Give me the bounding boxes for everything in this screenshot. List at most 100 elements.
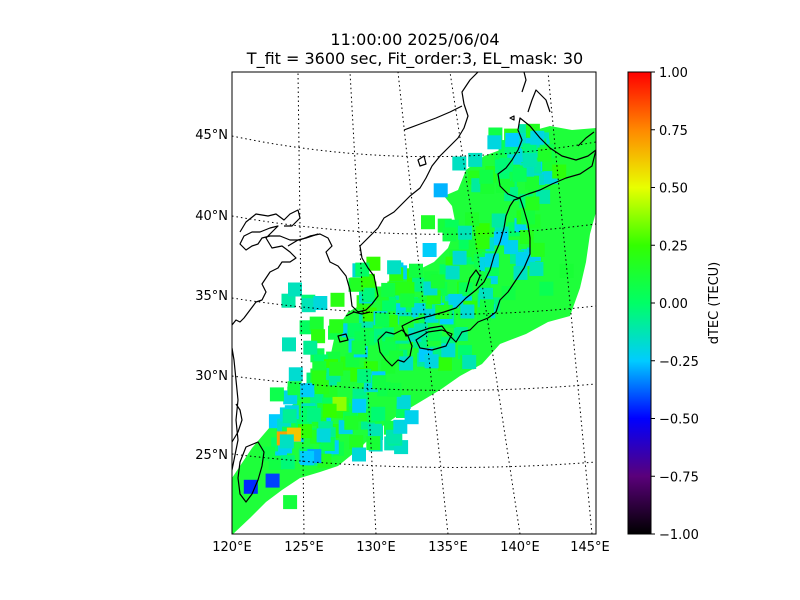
- dtec-point: [265, 473, 280, 488]
- coastline-fujian: [232, 403, 243, 443]
- colorbar-tick-label: −0.75: [659, 470, 699, 485]
- lat-label-40: 40°N: [195, 209, 228, 224]
- parallel-35: [232, 297, 596, 315]
- lon-label-145: 145°E: [570, 540, 610, 555]
- dtec-point: [404, 410, 419, 425]
- meridian-135: [397, 72, 449, 534]
- dtec-tile: [309, 316, 324, 331]
- dtec-point: [344, 415, 359, 430]
- dtec-tile: [468, 152, 483, 167]
- lat-label-30: 30°N: [195, 369, 228, 384]
- colorbar-tick-label: 0.25: [659, 239, 688, 254]
- map-title-params: T_fit = 3600 sec, Fit_order:3, EL_mask: …: [246, 49, 584, 68]
- meridian-140: [449, 72, 521, 534]
- coastline-russia-east: [403, 105, 463, 131]
- colorbar-tick-label: 1.00: [659, 66, 688, 81]
- dtec-tile: [445, 265, 460, 280]
- colorbar-label: dTEC (TECU): [707, 262, 722, 345]
- dtec-tile: [387, 260, 402, 275]
- dtec-point: [539, 281, 554, 296]
- dtec-tile: [313, 296, 328, 310]
- dtec-point: [424, 354, 439, 369]
- parallel-30: [232, 375, 596, 391]
- colorbar-tick-label: 0.75: [659, 124, 688, 139]
- dtec-point: [366, 436, 381, 451]
- dtec-tile: [281, 293, 296, 308]
- dtec-tile: [352, 447, 366, 462]
- dtec-tile: [530, 130, 545, 145]
- coastline-taiwan: [237, 441, 265, 503]
- coastlines: [232, 72, 596, 503]
- graticule: [232, 72, 596, 534]
- dtec-point: [393, 419, 408, 434]
- dtec-tile: [366, 256, 381, 271]
- dtec-tile: [421, 215, 435, 230]
- map-frame: [231, 71, 597, 535]
- dtec-point: [537, 147, 552, 162]
- dtec-tile: [536, 189, 551, 204]
- colorbar-gradient: [627, 71, 652, 535]
- dtec-tile: [475, 235, 490, 249]
- meridian-125: [297, 72, 305, 534]
- lat-label-25: 25°N: [195, 448, 228, 463]
- dtec-tile: [301, 298, 316, 313]
- dtec-point: [312, 370, 327, 385]
- dtec-tile: [303, 340, 318, 355]
- dtec-tile: [396, 395, 411, 410]
- dtec-tile: [462, 355, 477, 369]
- coastline-liaodong: [287, 233, 319, 247]
- dtec-tile: [465, 212, 480, 227]
- dtec-tile: [458, 225, 472, 240]
- dtec-tile: [367, 423, 382, 438]
- dtec-point: [441, 343, 456, 358]
- coastline-mainland: [232, 72, 479, 326]
- dtec-point: [300, 451, 315, 465]
- coastline-sakhalin: [521, 72, 551, 113]
- dtec-tile: [479, 169, 494, 184]
- dtec-point: [243, 479, 258, 494]
- dtec-tile: [361, 288, 376, 302]
- coastline-kyushu: [377, 329, 413, 367]
- dtec-tile: [479, 287, 493, 302]
- dtec-point: [501, 286, 516, 301]
- dtec-point: [530, 242, 545, 257]
- dtec-tile: [306, 407, 321, 422]
- dtec-tile: [316, 428, 331, 443]
- lat-label-45: 45°N: [195, 128, 228, 143]
- dtec-tile: [458, 282, 473, 297]
- lon-label-130: 130°E: [356, 540, 396, 555]
- dtec-point: [329, 361, 344, 376]
- dtec-tile: [399, 356, 414, 371]
- dtec-tile: [442, 227, 457, 242]
- colorbar: 1.00 0.75 0.50 0.25 0.00 −0.25 −0.50 −0.75 −1.00…: [627, 66, 722, 543]
- dtec-tile: [352, 398, 367, 413]
- dtec-tile: [357, 368, 372, 383]
- parallel-25: [232, 453, 596, 468]
- dtec-tile: [349, 435, 364, 450]
- dtec-point: [487, 135, 502, 150]
- dtec-point: [430, 274, 445, 289]
- dtec-point: [322, 403, 337, 418]
- dtec-point: [452, 156, 467, 171]
- coastline-rishiri: [509, 115, 515, 121]
- colorbar-ticks: 1.00 0.75 0.50 0.25 0.00 −0.25 −0.50 −0.75 −1.00: [651, 66, 699, 543]
- dtec-tile: [297, 424, 312, 439]
- dtec-tile: [350, 277, 365, 292]
- coastline-korea-east: [417, 155, 427, 167]
- dtec-tile: [361, 273, 375, 288]
- dtec-tile: [412, 277, 427, 292]
- dtec-tile: [512, 167, 527, 182]
- colorbar-tick-label: 0.00: [659, 297, 688, 312]
- dtec-tile: [529, 262, 544, 276]
- map-panel: 45°N 40°N 35°N 30°N 25°N 120°E 125°E 130…: [195, 71, 610, 555]
- colorbar-tick-label: −1.00: [659, 528, 699, 543]
- dtec-point: [283, 495, 298, 510]
- dtec-tile: [372, 375, 387, 390]
- dtec-point: [559, 263, 574, 278]
- lon-label-125: 125°E: [284, 540, 324, 555]
- dtec-tile: [371, 406, 386, 421]
- dtec-tile: [329, 319, 344, 334]
- dtec-tile: [460, 304, 475, 319]
- dtec-tile: [280, 455, 295, 470]
- dtec-tile: [413, 323, 428, 338]
